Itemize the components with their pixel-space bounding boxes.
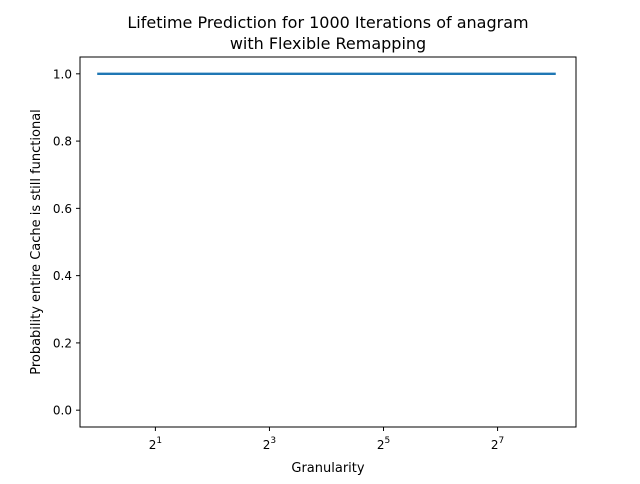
y-tick-label: 1.0	[53, 67, 72, 81]
chart-title-line: Lifetime Prediction for 1000 Iterations …	[127, 13, 528, 32]
y-tick-label: 0.6	[53, 202, 72, 216]
plot-area: 21 23 25 27 0.0 0.2 0.4 0.6 0.8 1.0	[53, 56, 577, 452]
y-axis: 0.0 0.2 0.4 0.6 0.8 1.0	[53, 67, 80, 418]
x-tick-label: 25	[377, 436, 390, 452]
y-tick-label: 0.4	[53, 269, 72, 283]
x-axis-label: Granularity	[291, 461, 364, 476]
y-axis-label: Probability entire Cache is still functi…	[29, 109, 44, 375]
chart-title-line: with Flexible Remapping	[230, 34, 426, 53]
chart-title: Lifetime Prediction for 1000 Iterations …	[127, 13, 528, 53]
x-tick-label: 23	[263, 436, 276, 452]
y-tick-label: 0.0	[53, 404, 72, 418]
plot-frame	[79, 56, 577, 428]
x-axis: 21 23 25 27	[149, 427, 504, 452]
x-tick-label: 27	[491, 436, 504, 452]
x-tick-label: 21	[149, 436, 162, 452]
y-tick-label: 0.8	[53, 135, 72, 149]
y-tick-label: 0.2	[53, 336, 72, 350]
